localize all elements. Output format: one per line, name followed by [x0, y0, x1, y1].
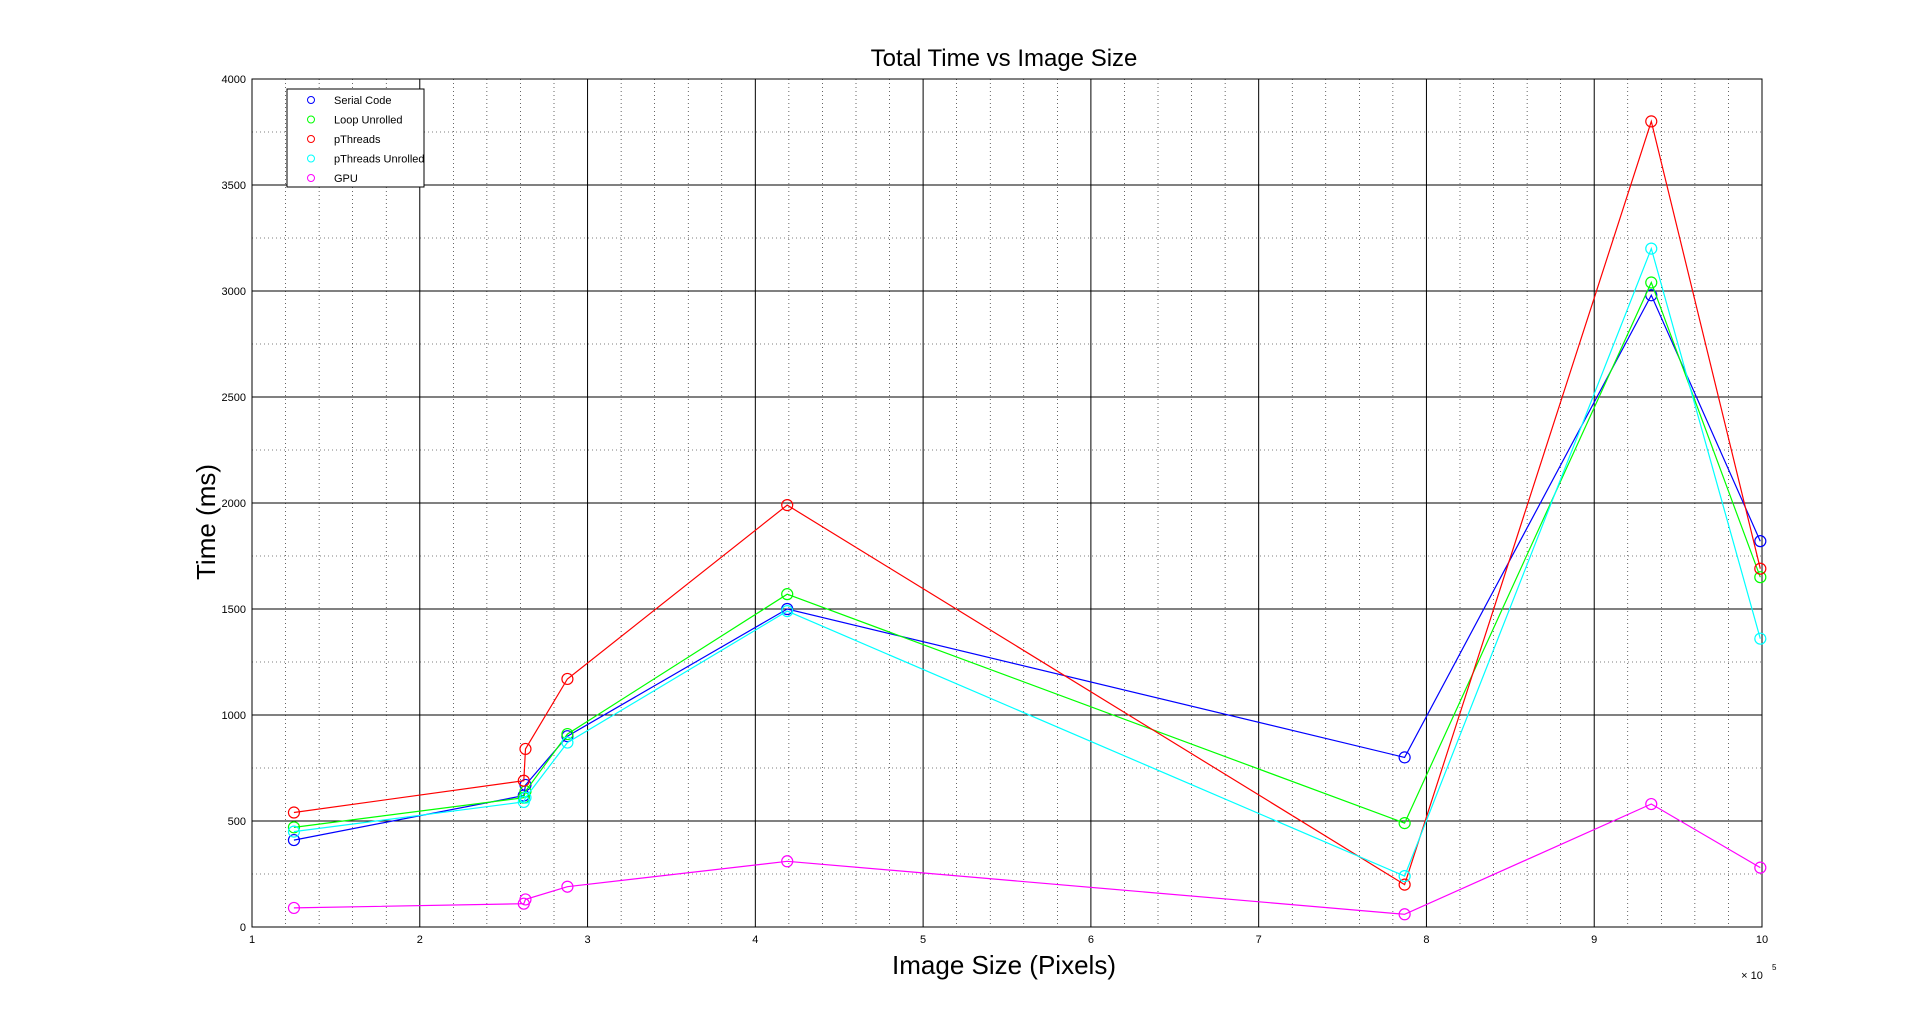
data-point — [287, 833, 301, 847]
x-axis-label: Image Size (Pixels) — [892, 950, 1116, 980]
data-point — [1398, 908, 1411, 921]
data-point — [517, 774, 530, 787]
y-tick-label: 4000 — [222, 74, 246, 86]
y-tick-label: 3000 — [222, 286, 246, 298]
data-point — [781, 855, 794, 868]
series-layer — [287, 115, 1767, 921]
data-point — [781, 499, 794, 512]
x-tick-label: 1 — [249, 934, 255, 946]
data-point — [1645, 797, 1658, 811]
chart-title: Total Time vs Image Size — [871, 45, 1138, 72]
x-tick-label: 5 — [920, 934, 926, 946]
data-point — [561, 727, 574, 741]
series-pthreads-unrolled — [287, 242, 1767, 883]
x-tick-label: 4 — [752, 934, 758, 946]
data-point — [1645, 115, 1658, 128]
data-point — [561, 880, 574, 893]
data-point — [1398, 817, 1411, 830]
x-tick-label: 10 — [1756, 934, 1768, 946]
y-tick-label: 0 — [240, 922, 246, 934]
data-point — [1398, 751, 1411, 764]
plot-area-frame — [251, 78, 1763, 928]
legend-label: pThreads Unrolled — [334, 154, 425, 166]
x-tick-label: 2 — [417, 934, 423, 946]
legend-box — [286, 88, 425, 188]
data-point — [1754, 571, 1767, 584]
y-tick-label: 500 — [228, 816, 246, 828]
x-exponent-label: × 10 — [1741, 970, 1763, 982]
legend-marker — [307, 154, 315, 163]
legend: Serial Code Loop Unrolled pThreads pThreads… — [286, 88, 425, 188]
data-point — [1754, 632, 1767, 645]
y-axis-label: Time (ms) — [191, 464, 221, 580]
data-point — [519, 742, 532, 756]
data-point — [1754, 562, 1767, 575]
data-point — [1754, 861, 1767, 874]
y-tick-label: 1500 — [222, 604, 246, 616]
y-tick-label: 2000 — [222, 498, 246, 510]
data-point — [287, 806, 301, 819]
data-point — [1398, 870, 1411, 883]
legend-label: GPU — [334, 173, 358, 185]
x-exponent-power: 5 — [1772, 963, 1777, 972]
data-point — [1398, 878, 1411, 891]
x-tick-label: 3 — [584, 934, 590, 946]
data-point — [519, 893, 532, 906]
series-line — [293, 803, 1761, 915]
data-point — [781, 605, 794, 618]
legend-marker — [307, 96, 315, 104]
legend-label: Loop Unrolled — [334, 115, 403, 127]
legend-marker — [307, 135, 315, 143]
data-point — [781, 588, 794, 601]
legend-label: pThreads — [334, 134, 381, 146]
legend-marker — [307, 174, 315, 182]
series-pthreads — [287, 115, 1767, 891]
data-point — [561, 672, 574, 686]
y-tick-label: 1000 — [222, 710, 246, 722]
data-point — [1645, 242, 1658, 255]
data-point — [287, 821, 301, 834]
y-tick-label: 3500 — [222, 180, 246, 192]
legend-label: Serial Code — [334, 95, 391, 107]
data-point — [1645, 276, 1658, 289]
x-tick-label: 9 — [1591, 934, 1597, 946]
series-gpu — [287, 797, 1767, 921]
data-point — [519, 791, 532, 804]
data-point — [287, 901, 301, 915]
data-point — [287, 825, 301, 838]
legend-marker — [307, 115, 315, 124]
y-axis-ticks: 0 500 1000 1500 2000 2500 3000 3500 4000 — [222, 74, 246, 934]
data-point — [1754, 535, 1767, 548]
y-tick-label: 2500 — [222, 392, 246, 404]
data-point — [561, 736, 574, 749]
x-axis-ticks: 1 2 3 4 5 6 7 8 9 10 — [249, 934, 1768, 946]
series-line — [293, 246, 1761, 877]
x-tick-label: 8 — [1423, 934, 1429, 946]
x-tick-label: 6 — [1088, 934, 1094, 946]
x-tick-label: 7 — [1256, 934, 1262, 946]
